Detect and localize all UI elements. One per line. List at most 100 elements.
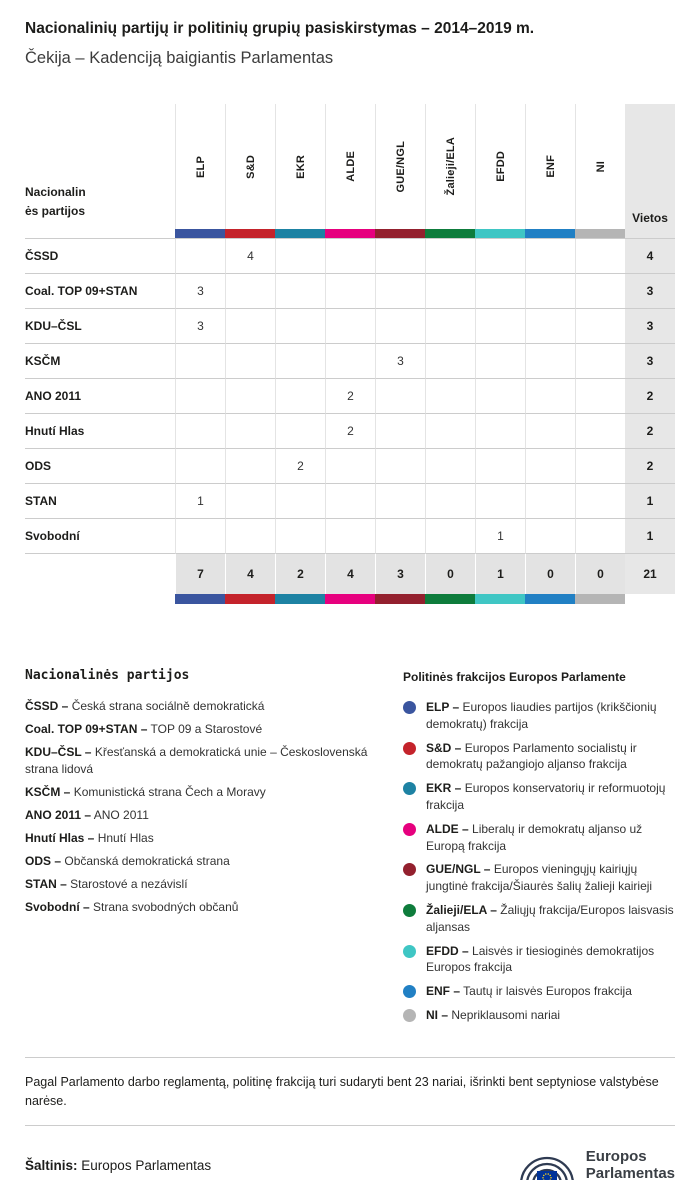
seat-count-cell xyxy=(325,239,375,274)
source-line: Šaltinis: Europos Parlamentas xyxy=(25,1158,211,1173)
national-parties-legend-title: Nacionalinės partijos xyxy=(25,668,190,683)
group-abbr: ENF – xyxy=(426,984,461,999)
seat-count-cell xyxy=(475,414,525,449)
group-abbr: EFDD – xyxy=(426,943,469,958)
group-desc: Nepriklausomi nariai xyxy=(451,1007,561,1022)
group-total-cell: 3 xyxy=(375,554,425,594)
group-desc-block: NI – Nepriklausomi nariai xyxy=(426,1007,675,1024)
group-header-label: NI xyxy=(594,160,607,173)
seat-count-cell xyxy=(375,274,425,309)
party-desc: Strana svobodných občanů xyxy=(93,900,239,915)
seat-count-cell xyxy=(525,414,575,449)
party-abbr: Hnutí Hlas – xyxy=(25,831,95,846)
seat-count-cell xyxy=(275,379,325,414)
group-color-bar xyxy=(225,594,275,604)
party-name: Coal. TOP 09+STAN xyxy=(25,274,175,309)
party-name: ODS xyxy=(25,449,175,484)
group-color-bar xyxy=(375,229,425,239)
party-abbr: ČSSD – xyxy=(25,699,69,713)
seat-count-cell xyxy=(425,239,475,274)
seats-total-cell: 2 xyxy=(625,414,675,449)
political-group-item: ENF – Tautų ir laisvės Europos frakcija xyxy=(403,983,675,1000)
group-total-cell: 7 xyxy=(175,554,225,594)
group-color-bar xyxy=(575,594,625,604)
seat-count-cell xyxy=(325,309,375,344)
group-desc-block: S&D – Europos Parlamento socialistų ir d… xyxy=(426,740,675,774)
group-header-label: GUE/NGL xyxy=(394,140,407,193)
seat-count-cell xyxy=(175,414,225,449)
group-header: Žalieji/ELA xyxy=(425,104,475,229)
group-color-dot xyxy=(403,1008,416,1022)
page-subtitle: Čekija – Kadenciją baigiantis Parlamenta… xyxy=(25,49,334,67)
seat-count-cell xyxy=(225,274,275,309)
seat-count-cell xyxy=(325,274,375,309)
seat-count-cell: 3 xyxy=(175,274,225,309)
seat-count-cell xyxy=(375,484,425,519)
seat-count-cell xyxy=(475,484,525,519)
seat-count-cell xyxy=(425,344,475,379)
group-color-bar xyxy=(275,229,325,239)
seat-count-cell xyxy=(325,519,375,554)
group-color-bar xyxy=(525,229,575,239)
seat-count-cell xyxy=(425,309,475,344)
seats-total-cell: 2 xyxy=(625,379,675,414)
seat-count-cell: 4 xyxy=(225,239,275,274)
group-desc-block: ALDE – Liberalų ir demokratų aljanso už … xyxy=(426,821,675,855)
party-name: KSČM xyxy=(25,344,175,379)
group-color-dot xyxy=(403,985,416,999)
group-color-dot xyxy=(403,863,416,877)
group-color-bar xyxy=(425,229,475,239)
table-row-header-label: Nacionalinės partijos xyxy=(25,104,175,229)
group-color-bar xyxy=(575,229,625,239)
group-total-cell: 0 xyxy=(525,554,575,594)
seat-count-cell xyxy=(225,344,275,379)
seat-count-cell xyxy=(525,309,575,344)
group-color-bar xyxy=(175,594,225,604)
seats-bottom-spacer xyxy=(625,594,675,604)
group-header-label: EFDD xyxy=(494,151,507,182)
group-desc: Europos Parlamento socialistų ir demokra… xyxy=(426,740,637,772)
group-desc-block: Žalieji/ELA – Žaliųjų frakcija/Europos l… xyxy=(426,902,675,936)
seat-count-cell xyxy=(175,449,225,484)
group-abbr: ALDE – xyxy=(426,821,469,836)
seat-count-cell xyxy=(575,484,625,519)
seat-count-cell xyxy=(525,239,575,274)
seat-count-cell xyxy=(225,379,275,414)
seat-count-cell xyxy=(175,519,225,554)
seat-count-cell xyxy=(275,309,325,344)
seat-count-cell xyxy=(225,519,275,554)
party-abbr: ANO 2011 – xyxy=(25,808,92,823)
party-desc: Starostové a nezávislí xyxy=(70,877,188,892)
totals-spacer xyxy=(25,554,175,594)
seats-header: Vietos xyxy=(625,104,675,229)
political-group-item: Žalieji/ELA – Žaliųjų frakcija/Europos l… xyxy=(403,902,675,936)
group-header: EFDD xyxy=(475,104,525,229)
group-color-bar xyxy=(175,229,225,239)
national-party-item: ČSSD – Česká strana sociálně demokratick… xyxy=(25,698,385,715)
seat-count-cell xyxy=(275,484,325,519)
national-party-item: STAN – Starostové a nezávislí xyxy=(25,876,385,893)
group-total-cell: 0 xyxy=(425,554,475,594)
party-name: Svobodní xyxy=(25,519,175,554)
national-party-item: ODS – Občanská demokratická strana xyxy=(25,853,385,870)
group-desc-block: GUE/NGL – Europos vieningųjų kairiųjų ju… xyxy=(426,861,675,895)
group-total-cell: 1 xyxy=(475,554,525,594)
source-value: Europos Parlamentas xyxy=(81,1157,212,1173)
group-total-cell: 0 xyxy=(575,554,625,594)
footnote: Pagal Parlamento darbo reglamentą, polit… xyxy=(25,1056,675,1127)
group-abbr: GUE/NGL – xyxy=(426,862,491,877)
seat-count-cell xyxy=(425,414,475,449)
political-group-item: EKR – Europos konservatorių ir reformuot… xyxy=(403,780,675,814)
party-name: ANO 2011 xyxy=(25,379,175,414)
seats-total-cell: 3 xyxy=(625,274,675,309)
national-party-item: Coal. TOP 09+STAN – TOP 09 a Starostové xyxy=(25,721,385,738)
group-desc-block: ELP – Europos liaudies partijos (krikšči… xyxy=(426,699,675,733)
seat-count-cell xyxy=(525,379,575,414)
group-abbr: S&D – xyxy=(426,740,462,755)
group-header-label: ELP xyxy=(194,155,207,178)
seat-count-cell: 3 xyxy=(375,344,425,379)
group-header-label: S&D xyxy=(244,154,257,179)
party-abbr: Svobodní – xyxy=(25,900,90,915)
group-header-label: EKR xyxy=(294,154,307,179)
source-label: Šaltinis: xyxy=(25,1157,78,1173)
